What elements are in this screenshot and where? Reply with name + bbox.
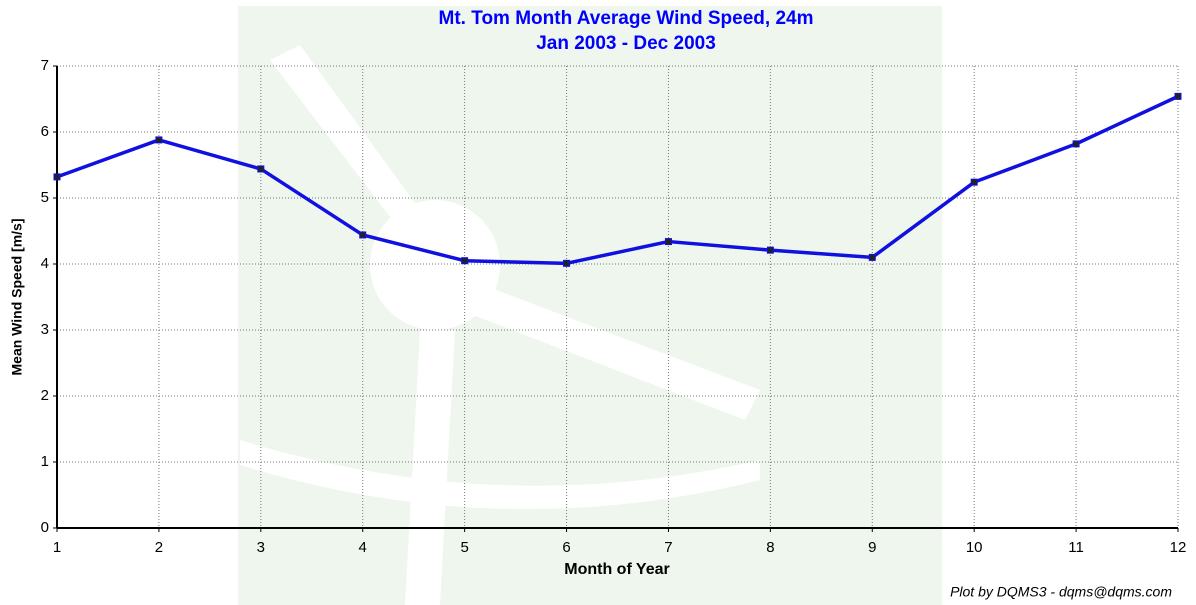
x-tick-label: 8: [766, 539, 774, 556]
x-tick-label: 5: [460, 539, 468, 556]
y-tick-label: 5: [41, 189, 49, 206]
marker: [1073, 141, 1079, 147]
y-tick-label: 7: [41, 57, 49, 74]
x-tick-label: 12: [1170, 539, 1187, 556]
marker: [971, 179, 977, 185]
y-tick-label: 4: [41, 255, 49, 272]
chart: Mt. Tom Month Average Wind Speed, 24m Ja…: [0, 0, 1196, 605]
x-tick-label: 4: [359, 539, 367, 556]
marker: [869, 254, 875, 260]
chart-title: Mt. Tom Month Average Wind Speed, 24m: [439, 8, 814, 29]
y-tick-label: 3: [41, 321, 49, 338]
x-tick-label: 10: [966, 539, 983, 556]
marker: [156, 137, 162, 143]
marker: [360, 232, 366, 238]
marker: [258, 166, 264, 172]
x-tick-label: 3: [257, 539, 265, 556]
watermark: [238, 6, 942, 605]
marker: [767, 247, 773, 253]
x-tick-label: 9: [868, 539, 876, 556]
credit: Plot by DQMS3 - dqms@dqms.com: [950, 584, 1172, 600]
y-tick-label: 1: [41, 453, 49, 470]
x-tick-label: 1: [53, 539, 61, 556]
x-tick-label: 2: [155, 539, 163, 556]
marker: [564, 260, 570, 266]
y-tick-label: 2: [41, 387, 49, 404]
marker: [1175, 93, 1181, 99]
y-tick-label: 0: [41, 519, 49, 536]
chart-subtitle: Jan 2003 - Dec 2003: [536, 33, 716, 54]
marker: [54, 174, 60, 180]
y-axis-label: Mean Wind Speed [m/s]: [9, 218, 25, 375]
y-tick-label: 6: [41, 123, 49, 140]
x-tick-label: 6: [562, 539, 570, 556]
x-tick-label: 11: [1068, 539, 1084, 556]
x-tick-label: 7: [664, 539, 672, 556]
x-axis-label: Month of Year: [564, 561, 670, 578]
marker: [665, 239, 671, 245]
marker: [462, 258, 468, 264]
